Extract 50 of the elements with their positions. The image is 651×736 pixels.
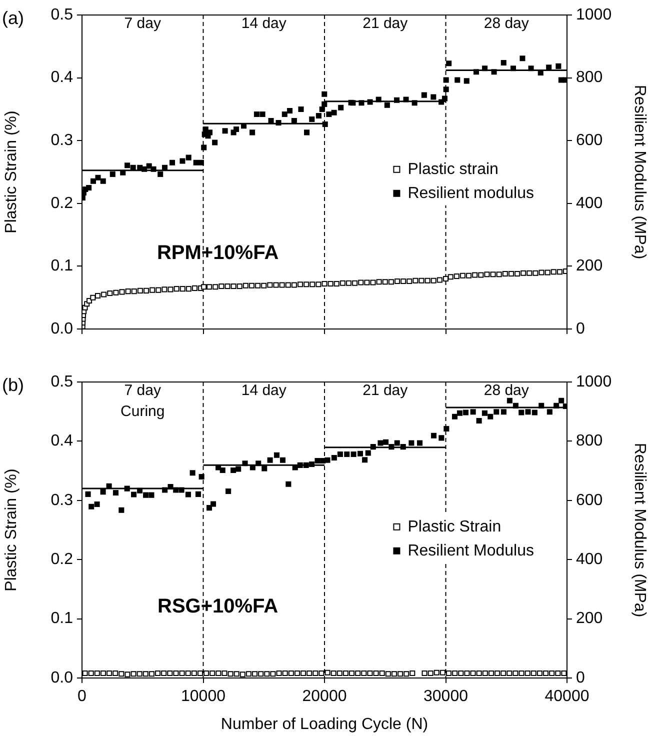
y2-tick-label: 200 xyxy=(576,258,603,275)
y-tick-label: 0.2 xyxy=(50,194,74,212)
y2-tick-label: 0 xyxy=(576,669,585,686)
legend-label: Plastic strain xyxy=(408,160,498,178)
y-tick-label: 0.3 xyxy=(50,132,74,150)
y-tick-label: 0.1 xyxy=(50,258,74,275)
y-tick-label: 0.3 xyxy=(50,492,74,509)
legend-label: Resilient modulus xyxy=(408,184,534,202)
annotation: 21 day xyxy=(362,382,408,400)
annotation: 7 day xyxy=(124,15,162,32)
y2-tick-label: 0 xyxy=(576,320,585,338)
y2-tick-label: 800 xyxy=(576,69,603,86)
y2-tick-label: 1000 xyxy=(576,373,612,390)
y2-tick-label: 400 xyxy=(576,194,603,212)
annotation: RSG+10%FA xyxy=(157,595,278,618)
y2-tick-label: 200 xyxy=(576,610,603,628)
y2-tick-label: 1000 xyxy=(576,6,612,24)
chart-title: (a) xyxy=(2,8,24,28)
y-axis-title: Plastic Strain (%) xyxy=(3,468,20,592)
annotation: 28 day xyxy=(484,382,530,400)
y2-tick-label: 800 xyxy=(576,432,603,450)
y2-axis-title: Resilient Modulus (MPa) xyxy=(630,442,648,618)
x-axis-title: Number of Loading Cycle (N) xyxy=(220,716,428,733)
x-tick-label: 30000 xyxy=(424,688,468,706)
annotation: 21 day xyxy=(362,15,408,32)
legend-label: Plastic Strain xyxy=(408,518,502,536)
y-tick-label: 0.2 xyxy=(50,551,74,568)
annotation: 14 day xyxy=(241,15,287,32)
x-tick-label: 0 xyxy=(78,688,87,706)
y-tick-label: 0.5 xyxy=(50,6,74,24)
legend-label: Resilient Modulus xyxy=(408,542,534,560)
x-tick-label: 40000 xyxy=(544,688,590,706)
y-tick-label: 0.0 xyxy=(50,320,74,338)
y2-tick-label: 600 xyxy=(576,132,603,150)
annotation: 14 day xyxy=(241,382,287,400)
y2-axis-title: Resilient Modulus (MPa) xyxy=(630,84,648,260)
y-tick-label: 0.0 xyxy=(50,669,74,686)
x-tick-label: 10000 xyxy=(181,688,226,706)
y-tick-label: 0.5 xyxy=(50,373,74,390)
annotation: 28 day xyxy=(484,15,530,32)
y-tick-label: 0.4 xyxy=(50,432,74,450)
y-axis-title: Plastic Strain (%) xyxy=(3,110,20,234)
annotation: RPM+10%FA xyxy=(156,242,279,264)
y2-tick-label: 600 xyxy=(576,492,603,509)
x-tick-label: 20000 xyxy=(302,688,347,706)
chart-title: (b) xyxy=(2,374,24,395)
y2-tick-label: 400 xyxy=(576,551,603,568)
y-tick-label: 0.4 xyxy=(50,69,74,86)
annotation: 7 day Curing xyxy=(120,382,165,420)
y-tick-label: 0.1 xyxy=(50,610,74,628)
